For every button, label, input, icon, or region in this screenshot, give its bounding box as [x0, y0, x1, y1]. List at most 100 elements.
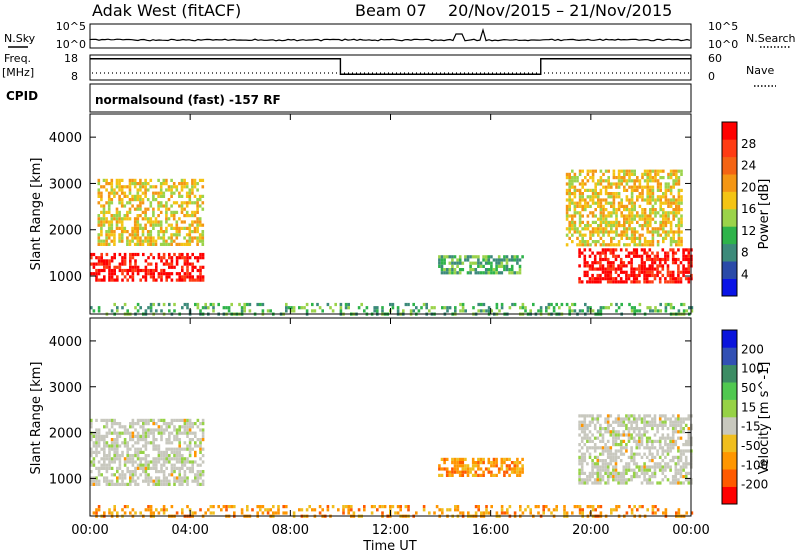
power-cell-4 — [591, 240, 595, 244]
power-cell-4 — [638, 224, 642, 228]
power-cell-0 — [136, 268, 140, 273]
velocity-cell-0 — [105, 470, 109, 474]
velocity-cell-0 — [175, 431, 179, 435]
power-cell-1 — [102, 220, 106, 224]
power-cell-4 — [594, 169, 597, 173]
power-cell-1 — [180, 204, 184, 208]
velocity-cell-0 — [157, 425, 161, 429]
power-cell-4 — [651, 227, 655, 231]
power-cell-3 — [645, 251, 649, 255]
velocity-cell-2 — [580, 455, 584, 459]
power-cell-1 — [110, 220, 114, 224]
power-cell-1 — [149, 185, 153, 189]
power-cell-4 — [620, 169, 623, 173]
velocity-cell-1 — [471, 457, 475, 461]
power-cell-0 — [155, 262, 158, 266]
velocity-cell-1 — [482, 473, 485, 477]
velocity-cell-3 — [246, 508, 249, 512]
velocity-cell-2 — [580, 459, 584, 463]
velocity-cell-0 — [103, 466, 106, 470]
power-cell-3 — [635, 277, 639, 281]
power-cell-1 — [196, 242, 199, 246]
velocity-cell-0 — [126, 428, 129, 432]
power-cell-0 — [199, 272, 202, 276]
power-cell-4 — [589, 230, 592, 234]
power-cell-4 — [649, 179, 652, 183]
power-cell-5 — [290, 306, 293, 310]
power-cell-0 — [147, 272, 150, 276]
velocity-cell-0 — [175, 447, 179, 451]
velocity-cell-0 — [134, 479, 137, 483]
velocity-cell-2 — [643, 462, 646, 466]
power-cell-5 — [259, 302, 262, 307]
velocity-cell-0 — [157, 418, 161, 422]
power-cell-4 — [591, 227, 595, 231]
power-cell-4 — [581, 236, 584, 240]
power-cell-1 — [139, 204, 142, 208]
power-cell-1 — [100, 217, 103, 221]
power-cell-3 — [687, 254, 691, 258]
power-cell-4 — [612, 195, 616, 199]
velocity-cell-3 — [578, 505, 582, 509]
power-cell-1 — [191, 214, 194, 218]
velocity-cell-3 — [383, 505, 387, 509]
power-cell-0 — [131, 252, 135, 257]
power-cell-4 — [594, 182, 597, 186]
power-cell-5 — [360, 302, 363, 307]
power-cell-0 — [196, 275, 200, 279]
power-cell-1 — [152, 207, 155, 211]
power-cell-4 — [620, 201, 623, 205]
velocity-cell-2 — [612, 468, 615, 472]
velocity-cell-0 — [178, 428, 181, 432]
power-cell-3 — [630, 251, 633, 255]
power-cell-5 — [316, 302, 319, 307]
power-cell-4 — [672, 198, 675, 202]
power-cell-5 — [584, 302, 587, 307]
velocity-cell-0 — [90, 447, 93, 451]
power-cell-0 — [100, 268, 103, 273]
velocity-cell-0 — [116, 457, 119, 461]
velocity-colorbar-tick: 15 — [741, 400, 756, 414]
velocity-cell-2 — [684, 417, 688, 421]
power-cell-1 — [162, 230, 166, 234]
power-cell-0 — [116, 275, 119, 279]
velocity-cell-3 — [227, 505, 231, 509]
power-cell-1 — [167, 223, 171, 227]
velocity-cell-3 — [651, 511, 655, 515]
power-cell-3 — [593, 267, 597, 271]
velocity-cell-1 — [505, 457, 509, 461]
velocity-cell-2 — [648, 449, 652, 453]
power-cell-1 — [126, 194, 129, 198]
power-cell-4 — [589, 198, 592, 202]
velocity-cell-0 — [173, 425, 176, 429]
velocity-cell-2 — [671, 455, 675, 459]
power-cell-0 — [105, 265, 109, 269]
velocity-cell-0 — [92, 444, 96, 448]
power-colorbar-swatch — [722, 139, 737, 158]
velocity-cell-2 — [578, 471, 581, 475]
power-cell-1 — [97, 217, 101, 221]
velocity-cell-0 — [90, 460, 93, 464]
power-cell-2 — [453, 261, 457, 265]
velocity-cell-0 — [173, 463, 176, 467]
power-cell-2 — [469, 255, 472, 259]
velocity-cell-3 — [326, 508, 330, 512]
velocity-cell-0 — [105, 444, 109, 448]
power-cell-4 — [623, 169, 626, 173]
power-cell-3 — [609, 267, 613, 271]
power-cell-4 — [591, 214, 595, 218]
power-cell-5 — [578, 309, 582, 313]
velocity-cell-0 — [113, 473, 116, 477]
velocity-cell-0 — [162, 418, 166, 422]
power-cell-0 — [191, 268, 194, 273]
power-cell-1 — [193, 236, 197, 240]
velocity-cell-0 — [103, 438, 106, 442]
velocity-cell-2 — [640, 443, 644, 447]
velocity-cell-0 — [134, 466, 137, 470]
power-cell-4 — [680, 240, 683, 244]
power-cell-1 — [102, 217, 106, 221]
power-cell-2 — [458, 268, 462, 272]
power-cell-0 — [183, 259, 187, 263]
velocity-cell-2 — [606, 446, 610, 450]
velocity-cell-3 — [363, 508, 366, 512]
